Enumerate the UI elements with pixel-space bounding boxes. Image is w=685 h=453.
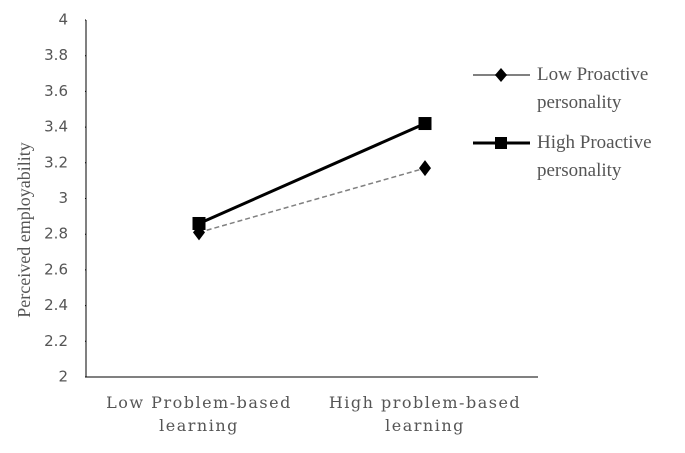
y-tick-label: 3.8 xyxy=(44,46,68,64)
y-tick-label: 3.2 xyxy=(44,153,68,171)
legend-label: Low Proactive personality xyxy=(537,64,649,113)
legend-marker xyxy=(495,68,507,82)
marker xyxy=(418,117,432,131)
marker xyxy=(419,160,431,177)
marker xyxy=(192,216,206,230)
y-tick-label: 2.8 xyxy=(44,225,68,243)
y-tick-label: 2 xyxy=(58,368,68,386)
y-tick-label: 3 xyxy=(58,189,68,207)
x-tick-label: Low Problem-based learning xyxy=(106,393,292,435)
y-axis-title: Perceived employability xyxy=(14,142,34,317)
y-tick-label: 2.2 xyxy=(44,332,68,350)
y-tick-label: 4 xyxy=(58,11,68,29)
series-line xyxy=(198,167,426,234)
legend-label: High Proactive personality xyxy=(537,132,652,181)
legend-marker xyxy=(495,137,507,149)
x-tick-label: High problem-based learning xyxy=(328,393,522,435)
y-tick-label: 2.6 xyxy=(44,260,68,278)
series-line xyxy=(198,122,426,225)
y-tick-label: 2.4 xyxy=(44,296,68,314)
y-tick-label: 3.6 xyxy=(44,82,68,100)
y-tick-label: 3.4 xyxy=(44,118,68,136)
